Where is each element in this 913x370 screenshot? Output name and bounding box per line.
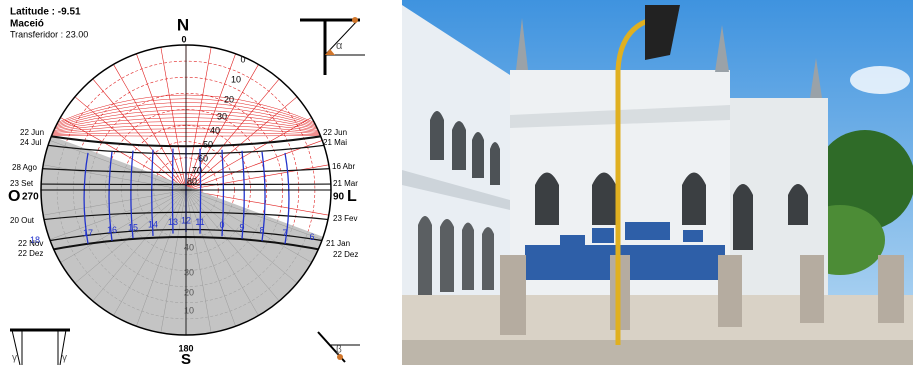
date-left: 24 Jul bbox=[20, 138, 42, 147]
date-left: 23 Set bbox=[10, 179, 34, 188]
azimuth-line bbox=[185, 47, 212, 191]
hour-label: 8 bbox=[259, 225, 264, 235]
azimuth-line bbox=[185, 140, 323, 191]
sun-path-diagram bbox=[40, 44, 332, 336]
azimuth-line bbox=[43, 164, 187, 191]
altitude-label: 50 bbox=[203, 139, 213, 149]
alpha: α bbox=[336, 40, 343, 52]
latitude: Latitude : -9.51 bbox=[10, 7, 81, 18]
azimuth-line bbox=[92, 78, 187, 191]
azimuth-line bbox=[60, 189, 187, 263]
azimuth-line bbox=[136, 53, 187, 191]
photo bbox=[402, 0, 913, 365]
altitude-label: 80 bbox=[187, 176, 197, 186]
hour-line bbox=[171, 148, 174, 234]
city: Maceió bbox=[10, 19, 44, 30]
altitude-label-below: 20 bbox=[184, 287, 194, 297]
hour-label: 16 bbox=[107, 225, 117, 235]
east: L bbox=[347, 188, 357, 205]
altitude-label-below: 10 bbox=[184, 305, 194, 315]
beta: β bbox=[336, 345, 342, 356]
east-deg: 90 bbox=[333, 192, 345, 203]
south-deg: 180 bbox=[178, 343, 193, 353]
west: O bbox=[8, 188, 20, 205]
hour-line bbox=[199, 148, 202, 234]
south: S bbox=[181, 351, 191, 365]
azimuth-line bbox=[185, 189, 298, 284]
azimuth-line bbox=[49, 189, 187, 240]
hour-label: 13 bbox=[168, 217, 178, 227]
azimuth-line bbox=[185, 189, 259, 316]
azimuth-line bbox=[185, 189, 323, 240]
alpha-icon bbox=[300, 17, 365, 75]
north: N bbox=[177, 15, 189, 34]
date-right: 21 Mar bbox=[333, 179, 358, 188]
hour-line bbox=[108, 151, 113, 241]
altitude-label: 40 bbox=[210, 125, 220, 135]
hour-label: 12 bbox=[181, 215, 191, 225]
gamma-icon bbox=[10, 328, 70, 366]
gamma-right: γ bbox=[62, 353, 67, 364]
hour-line bbox=[284, 152, 290, 244]
altitude-label: 70 bbox=[192, 165, 202, 175]
hour-line bbox=[261, 151, 266, 242]
hour-line bbox=[130, 150, 134, 239]
altitude-label: 20 bbox=[224, 94, 234, 104]
hour-label: 7 bbox=[282, 228, 287, 238]
hour-label: 15 bbox=[128, 222, 138, 232]
date-left: 22 Jun bbox=[20, 128, 44, 137]
azimuth-line bbox=[185, 96, 298, 191]
hour-label: 0 bbox=[219, 220, 224, 230]
altitude-label-below: 40 bbox=[184, 242, 194, 252]
azimuth-line bbox=[185, 189, 312, 263]
hour-label: 17 bbox=[83, 228, 93, 238]
hour-label: 6 bbox=[309, 232, 314, 242]
hour-line bbox=[221, 149, 225, 237]
altitude-label: 60 bbox=[198, 153, 208, 163]
azimuth-line bbox=[160, 189, 187, 333]
azimuth-line bbox=[113, 189, 187, 316]
azimuth-line bbox=[74, 189, 187, 284]
azimuth-line bbox=[74, 96, 187, 191]
date-right: 23 Fev bbox=[333, 214, 357, 223]
date-right: 22 Jun bbox=[323, 128, 347, 137]
azimuth-line bbox=[185, 164, 329, 191]
hour-label: 14 bbox=[148, 220, 158, 230]
west-deg: 270 bbox=[22, 192, 39, 203]
azimuth-line bbox=[185, 189, 280, 302]
altitude-label: 30 bbox=[217, 111, 227, 121]
hour-label: 11 bbox=[195, 217, 204, 227]
gamma-left: γ bbox=[12, 353, 17, 364]
date-left: 22 Dez bbox=[18, 249, 43, 258]
azimuth-line bbox=[185, 189, 329, 216]
altitude-label: 10 bbox=[231, 74, 241, 84]
azimuth-line bbox=[160, 47, 187, 191]
date-right: 22 Dez bbox=[333, 250, 358, 259]
hour-line bbox=[151, 149, 154, 236]
azimuth-line bbox=[185, 189, 212, 333]
north-deg: 0 bbox=[181, 34, 186, 44]
hour-line bbox=[83, 152, 89, 244]
beta-icon bbox=[317, 331, 360, 363]
date-left: 28 Ago bbox=[12, 163, 37, 172]
altitude-label-below: 30 bbox=[184, 267, 194, 277]
azimuth-line bbox=[113, 64, 187, 191]
azimuth-line bbox=[49, 140, 187, 191]
date-right: 21 Jan bbox=[326, 239, 350, 248]
hour-label: 9 bbox=[239, 223, 244, 233]
hour-line bbox=[241, 150, 245, 239]
azimuth-line bbox=[185, 78, 280, 191]
date-left: 20 Out bbox=[10, 216, 35, 225]
altitude-label: 0 bbox=[240, 54, 245, 64]
azimuth-line bbox=[43, 189, 187, 216]
azimuth-line bbox=[185, 53, 236, 191]
azimuth-line bbox=[92, 189, 187, 302]
date-right: 21 Mai bbox=[323, 138, 347, 147]
date-right: 16 Abr bbox=[332, 162, 355, 171]
azimuth-line bbox=[185, 64, 259, 191]
protractor: Transferidor : 23.00 bbox=[10, 29, 88, 39]
hour-label: 18 bbox=[30, 235, 40, 245]
date-left: 22 Nov bbox=[18, 239, 43, 248]
